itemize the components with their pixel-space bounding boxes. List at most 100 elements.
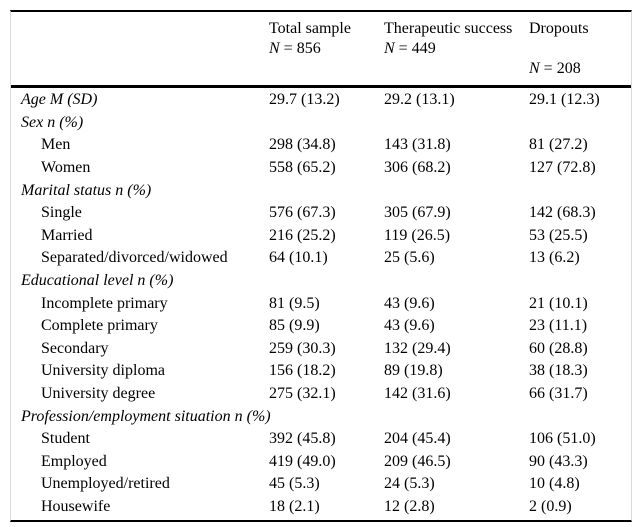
column-n-line: N = 208	[529, 59, 631, 79]
table-row: Housewife 18 (2.1) 12 (2.8) 2 (0.9)	[11, 496, 631, 519]
cell-value: 60 (28.8)	[529, 339, 588, 357]
column-label: Therapeutic success	[384, 20, 513, 37]
row-label: University diploma	[41, 362, 165, 380]
cell-value: 204 (45.4)	[384, 430, 451, 448]
cell-value: 45 (5.3)	[269, 475, 320, 493]
table-row: Secondary 259 (30.3) 132 (29.4) 60 (28.8)	[11, 338, 631, 361]
cell-value: 576 (67.3)	[269, 204, 336, 222]
table-row: University degree 275 (32.1) 142 (31.6) 66 …	[11, 383, 631, 406]
cell-value: 64 (10.1)	[269, 249, 328, 267]
cell-value: 142 (68.3)	[529, 204, 596, 222]
row-label: Profession/employment situation n (%)	[21, 407, 271, 425]
cell-value: 216 (25.2)	[269, 226, 336, 244]
table-row: Single 576 (67.3) 305 (67.9) 142 (68.3)	[11, 202, 631, 225]
table-row: Incomplete primary 81 (9.5) 43 (9.6) 21 (10…	[11, 292, 631, 315]
row-label: Single	[41, 204, 82, 222]
cell-value: 306 (68.2)	[384, 159, 451, 177]
column-n-line: N = 856	[269, 39, 384, 59]
column-n-line: N = 449	[384, 39, 529, 59]
table-row: Married 216 (25.2) 119 (26.5) 53 (25.5)	[11, 225, 631, 248]
cell-value: 81 (9.5)	[269, 294, 320, 312]
header-spacer	[529, 39, 631, 59]
row-label: Housewife	[41, 497, 111, 515]
table-row: Separated/divorced/widowed 64 (10.1) 25 (5…	[11, 247, 631, 270]
n-symbol: N	[529, 60, 540, 77]
cell-value: 29.2 (13.1)	[384, 91, 455, 109]
table-row: Employed 419 (49.0) 209 (46.5) 90 (43.3)	[11, 451, 631, 474]
cell-value: 18 (2.1)	[269, 497, 320, 515]
cell-value: 21 (10.1)	[529, 294, 588, 312]
cell-value: 24 (5.3)	[384, 475, 435, 493]
header-stub-cell	[11, 19, 269, 79]
cell-value: 106 (51.0)	[529, 430, 596, 448]
n-value: = 208	[543, 60, 581, 77]
table-row: Student 392 (45.8) 204 (45.4) 106 (51.0)	[11, 428, 631, 451]
header-col-total-sample: Total sample N = 856	[269, 19, 384, 79]
cell-value: 25 (5.6)	[384, 249, 435, 267]
cell-value: 10 (4.8)	[529, 475, 580, 493]
table-row: Women 558 (65.2) 306 (68.2) 127 (72.8)	[11, 157, 631, 180]
n-symbol: N	[269, 40, 280, 57]
cell-value: 558 (65.2)	[269, 159, 336, 177]
cell-value: 43 (9.6)	[384, 294, 435, 312]
row-label: Women	[41, 159, 91, 177]
demographics-table: Total sample N = 856 Therapeutic success…	[10, 10, 632, 523]
table-row: Complete primary 85 (9.9) 43 (9.6) 23 (11.1…	[11, 315, 631, 338]
cell-value: 305 (67.9)	[384, 204, 451, 222]
cell-value: 66 (31.7)	[529, 385, 588, 403]
row-label: Separated/divorced/widowed	[41, 249, 228, 267]
cell-value: 143 (31.8)	[384, 136, 451, 154]
row-label: Student	[41, 430, 90, 448]
row-label: Sex n (%)	[21, 113, 84, 131]
header-col-therapeutic-success: Therapeutic success N = 449	[384, 19, 529, 79]
cell-value: 419 (49.0)	[269, 452, 336, 470]
cell-value: 142 (31.6)	[384, 385, 451, 403]
row-label: Educational level n (%)	[21, 272, 174, 290]
n-value: = 449	[398, 40, 436, 57]
table-row: Educational level n (%)	[11, 270, 631, 293]
table-row: Profession/employment situation n (%)	[11, 405, 631, 428]
header-spacer	[384, 59, 529, 79]
n-symbol: N	[384, 40, 395, 57]
table-row: Unemployed/retired 45 (5.3) 24 (5.3) 10 (4.…	[11, 473, 631, 496]
cell-value: 298 (34.8)	[269, 136, 336, 154]
cell-value: 132 (29.4)	[384, 339, 451, 357]
table-body: Age M (SD) 29.7 (13.2) 29.2 (13.1) 29.1 (12…	[11, 88, 631, 520]
row-label: Men	[41, 136, 71, 154]
cell-value: 275 (32.1)	[269, 385, 336, 403]
table-row: Age M (SD) 29.7 (13.2) 29.2 (13.1) 29.1 (12…	[11, 89, 631, 112]
cell-value: 23 (11.1)	[529, 317, 588, 335]
header-col-dropouts: Dropouts N = 208	[529, 19, 631, 79]
row-label: Complete primary	[41, 317, 158, 335]
n-value: = 856	[283, 40, 321, 57]
cell-value: 29.7 (13.2)	[269, 91, 340, 109]
cell-value: 13 (6.2)	[529, 249, 580, 267]
table-row: Men 298 (34.8) 143 (31.8) 81 (27.2)	[11, 134, 631, 157]
cell-value: 119 (26.5)	[384, 226, 451, 244]
row-label: Married	[41, 226, 93, 244]
cell-value: 43 (9.6)	[384, 317, 435, 335]
cell-value: 85 (9.9)	[269, 317, 320, 335]
cell-value: 2 (0.9)	[529, 497, 572, 515]
row-label: Age M (SD)	[21, 91, 98, 109]
cell-value: 38 (18.3)	[529, 362, 588, 380]
cell-value: 53 (25.5)	[529, 226, 588, 244]
cell-value: 156 (18.2)	[269, 362, 336, 380]
row-label: University degree	[41, 385, 156, 403]
row-label: Incomplete primary	[41, 294, 168, 312]
table-header: Total sample N = 856 Therapeutic success…	[11, 12, 631, 88]
header-spacer	[269, 59, 384, 79]
cell-value: 12 (2.8)	[384, 497, 435, 515]
cell-value: 259 (30.3)	[269, 339, 336, 357]
cell-value: 81 (27.2)	[529, 136, 588, 154]
table-row: Marital status n (%)	[11, 179, 631, 202]
column-label: Total sample	[269, 20, 351, 37]
row-label: Marital status n (%)	[21, 181, 152, 199]
cell-value: 90 (43.3)	[529, 452, 588, 470]
row-label: Secondary	[41, 339, 109, 357]
cell-value: 127 (72.8)	[529, 159, 596, 177]
column-label: Dropouts	[529, 20, 589, 37]
row-label: Employed	[41, 452, 107, 470]
cell-value: 392 (45.8)	[269, 430, 336, 448]
cell-value: 89 (19.8)	[384, 362, 443, 380]
